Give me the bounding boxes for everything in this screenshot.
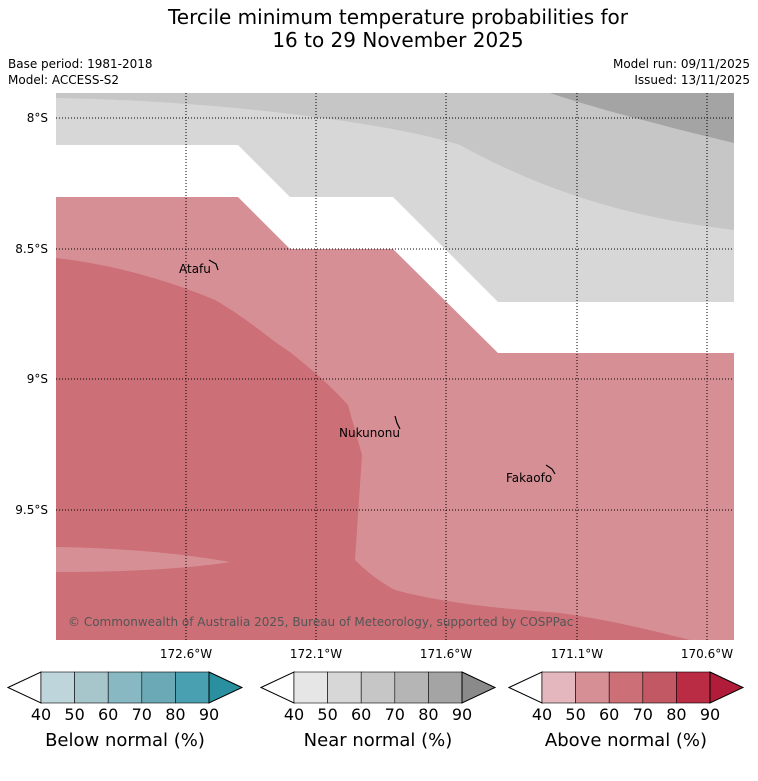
graticule: [56, 93, 734, 640]
legend-above-normal-swatch: [575, 671, 610, 704]
legend-near-normal-tick: 90: [451, 705, 473, 724]
legend-below-normal-tick: 70: [131, 705, 152, 724]
legend-above-normal-swatch: [642, 671, 677, 704]
legend-near-normal-low-arrow: [259, 671, 295, 704]
lon-label-172-1: 172.1°W: [290, 647, 342, 661]
nukunonu-atoll-outline: [394, 415, 401, 430]
legend-above-normal-swatch: [541, 671, 576, 704]
place-label-atafu: Atafu: [179, 262, 211, 276]
legend-above-normal-tick: 40: [531, 705, 553, 724]
legend-below-normal-swatch: [40, 671, 75, 704]
legend-above-normal-tick: 70: [632, 705, 653, 724]
above-normal-70-region: [56, 258, 690, 640]
above-normal-60-patch: [56, 547, 230, 572]
legend-group: [6, 671, 745, 704]
legend-above-normal-high-arrow: [709, 671, 745, 704]
legend-below-normal-swatch: [74, 671, 109, 704]
legend-near-normal-tick: 70: [384, 705, 405, 724]
legend-near-normal-tick: 80: [418, 705, 439, 724]
legend-near-normal-tick: 50: [317, 705, 338, 724]
legend-above-normal-tick: 80: [666, 705, 687, 724]
legend-near-normal-swatch: [428, 671, 463, 704]
fakaofo-atoll-outline: [545, 464, 556, 475]
lat-label-8-5: 8.5°S: [15, 242, 48, 256]
legend-below-normal-tick: 80: [165, 705, 186, 724]
lat-label-8: 8°S: [27, 111, 48, 125]
legend-below-normal-swatch: [107, 671, 143, 704]
legend-below-normal-tick: 50: [64, 705, 85, 724]
legend-above-normal-swatch: [676, 671, 711, 704]
legend-above-normal-swatch: [608, 671, 644, 704]
legend-title-near-normal: Near normal (%): [303, 730, 453, 751]
legend-above-normal-tick: 50: [565, 705, 586, 724]
model-name: Model: ACCESS-S2: [8, 73, 120, 87]
legend-near-normal-tick: 40: [283, 705, 305, 724]
place-label-nukunonu: Nukunonu: [339, 426, 400, 440]
legend-below-normal-low-arrow: [6, 671, 42, 704]
base-period: Base period: 1981-2018: [8, 57, 153, 71]
legend-title-above-normal: Above normal (%): [544, 730, 708, 751]
copyright-credit: © Commonwealth of Australia 2025, Bureau…: [68, 615, 573, 629]
lon-label-170-6: 170.6°W: [681, 647, 733, 661]
atafu-atoll-outline: [208, 259, 219, 271]
legend-below-normal-high-arrow: [208, 671, 244, 704]
lon-label-172-6: 172.6°W: [160, 647, 212, 661]
legend-above-normal-tick: 90: [699, 705, 721, 724]
legend-near-normal-swatch: [360, 671, 396, 704]
legend-near-normal-high-arrow: [461, 671, 497, 704]
lon-label-171-1: 171.1°W: [551, 647, 603, 661]
model-run: Model run: 09/11/2025: [612, 57, 750, 71]
legend-above-normal-tick: 60: [599, 705, 620, 724]
legend-title-below-normal: Below normal (%): [45, 730, 205, 751]
legend-near-normal-swatch: [327, 671, 362, 704]
legend-near-normal-swatch: [394, 671, 429, 704]
issued-date: Issued: 13/11/2025: [634, 73, 750, 87]
legend-below-normal-tick: 60: [98, 705, 119, 724]
legend-near-normal-tick: 60: [351, 705, 372, 724]
lat-label-9: 9°S: [27, 372, 48, 386]
legend-below-normal-swatch: [141, 671, 176, 704]
probability-regions: [56, 93, 734, 640]
legend-below-normal-tick: 40: [30, 705, 52, 724]
legend-near-normal-swatch: [293, 671, 328, 704]
place-label-fakaofo: Fakaofo: [506, 471, 552, 485]
lat-label-9-5: 9.5°S: [15, 503, 48, 517]
lon-label-171-6: 171.6°W: [420, 647, 472, 661]
map-title-line1: Tercile minimum temperature probabilitie…: [167, 5, 629, 29]
near-normal-70-region: [56, 93, 734, 230]
legend-above-normal-low-arrow: [507, 671, 543, 704]
legend-below-normal-swatch: [175, 671, 210, 704]
map-title-line2: 16 to 29 November 2025: [272, 28, 524, 52]
legend-below-normal-tick: 90: [198, 705, 220, 724]
